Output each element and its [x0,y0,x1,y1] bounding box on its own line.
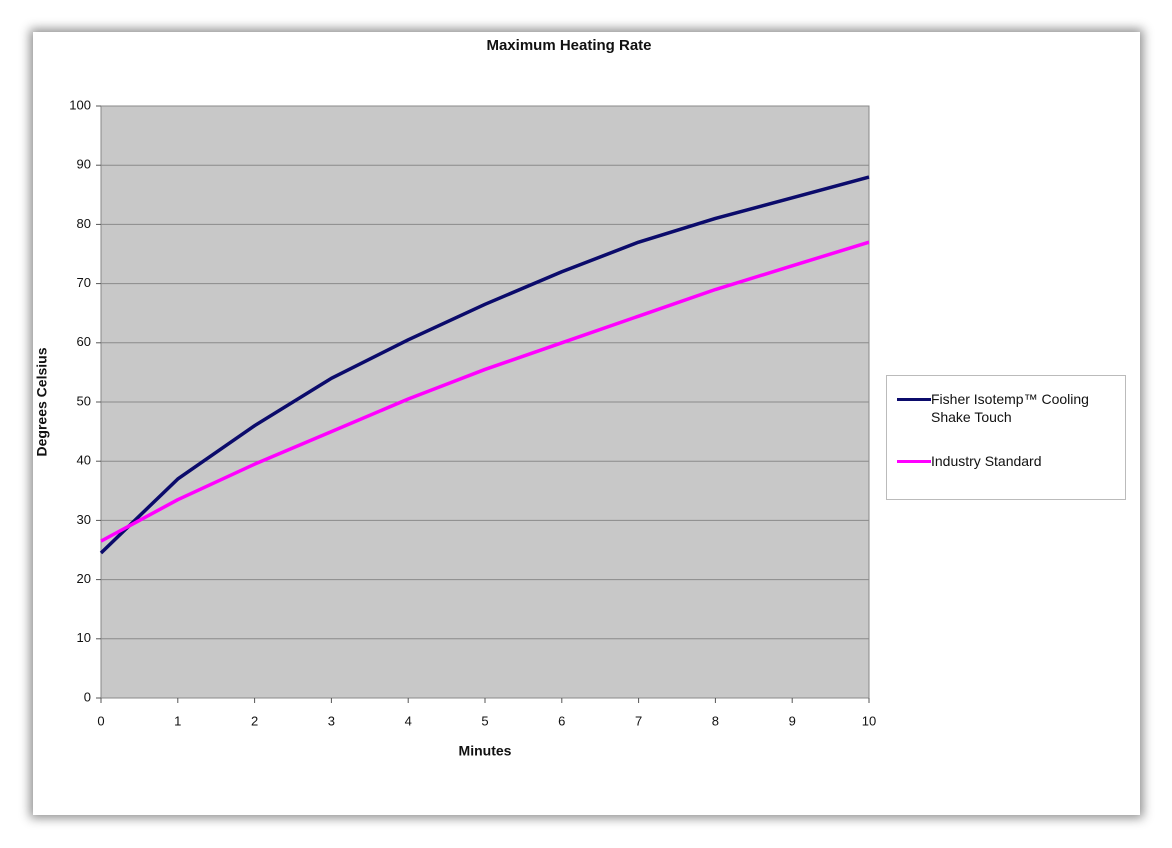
x-tick-label: 4 [405,713,412,728]
y-tick-label: 70 [77,275,91,290]
legend-swatch [897,460,931,463]
x-axis-label: Minutes [459,743,512,759]
x-tick-label: 8 [712,713,719,728]
legend-label: Fisher Isotemp™ Cooling Shake Touch [931,391,1089,425]
x-tick-label: 3 [328,713,335,728]
y-tick-label: 50 [77,393,91,408]
legend-entry: Industry Standard [897,452,1121,470]
series-line [100,240,870,543]
x-tick-label: 6 [558,713,565,728]
x-tick-label: 1 [174,713,181,728]
chart-title: Maximum Heating Rate [486,37,651,54]
x-tick-label: 5 [481,713,488,728]
y-tick-label: 0 [84,689,91,704]
y-tick-label: 10 [77,630,91,645]
y-tick-label: 30 [77,512,91,527]
y-axis-label: Degrees Celsius [34,347,50,456]
legend-entry: Fisher Isotemp™ Cooling Shake Touch [897,390,1121,426]
legend: Fisher Isotemp™ Cooling Shake Touch Indus… [886,375,1126,500]
x-tick-label: 0 [97,713,104,728]
series-line [99,175,870,555]
legend-label: Industry Standard [931,453,1042,469]
legend-swatch [897,398,931,401]
y-tick-label: 20 [77,571,91,586]
y-tick-label: 90 [77,157,91,172]
x-tick-label: 10 [862,713,876,728]
y-tick-label: 80 [77,216,91,231]
x-tick-label: 7 [635,713,642,728]
x-tick-label: 2 [251,713,258,728]
y-tick-label: 40 [77,453,91,468]
x-tick-label: 9 [789,713,796,728]
y-tick-label: 60 [77,334,91,349]
y-tick-label: 100 [69,97,91,112]
